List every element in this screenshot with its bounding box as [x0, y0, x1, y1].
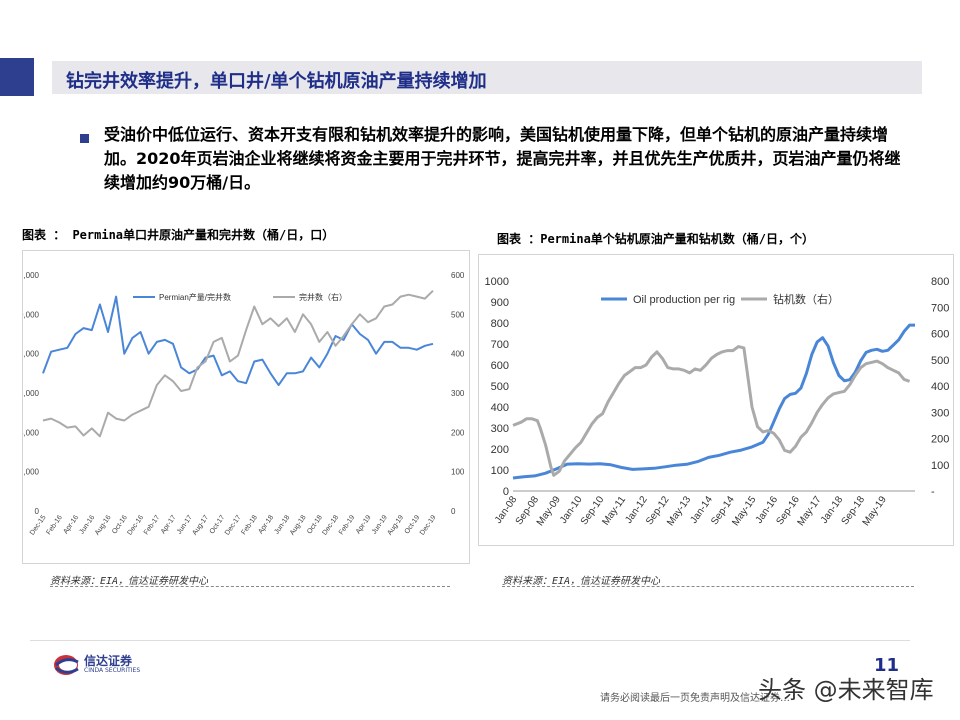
chart2-x-tick: May-17 [796, 494, 824, 528]
chart1-x-tick: Feb-16 [45, 514, 64, 536]
chart1-x-tick: Dec-18 [321, 514, 340, 537]
chart1-x-tick: Feb-19 [338, 514, 357, 536]
title-bar: 钻完井效率提升，单口井/单个钻机原油产量持续增加 [52, 61, 922, 94]
chart2-x-tick: May-13 [665, 494, 693, 528]
chart2-y-left-tick: 0 [503, 486, 509, 498]
chart1-y-left-tick: 6,000 [23, 389, 40, 398]
chart1-legend-label: Permian产量/完井数 [159, 292, 231, 302]
chart1-x-tick: Aug-17 [191, 514, 210, 537]
chart2-y-left-tick: 400 [491, 402, 509, 414]
chart1-y-left-tick: 8,000 [23, 350, 40, 359]
chart1-y-right-tick: 400 [451, 350, 465, 359]
chart1-source: 资料来源：EIA，信达证券研发中心 [50, 576, 209, 587]
chart1-x-tick: Feb-18 [240, 514, 259, 536]
chart1-x-tick: Aug-16 [94, 514, 113, 537]
footer-divider [30, 640, 910, 641]
chart2-svg: 0 100 200 300 400 500 600 700 800 900 1000 - 100 200 3… [485, 276, 950, 528]
chart2-y-right-tick: 400 [931, 381, 949, 393]
title-accent-block [0, 58, 34, 96]
chart1-caption: 图表 ： Permina单口井原油产量和完井数（桶/日，口） [22, 228, 335, 242]
bullet-square-icon [80, 134, 89, 143]
chart2-x-tick: May-11 [600, 494, 628, 527]
chart1-legend-label: 完井数（右） [299, 292, 347, 302]
chart2-y-left-tick: 800 [491, 318, 509, 330]
chart2-legend-label: Oil production per rig [633, 294, 735, 306]
logo-subtext: CINDA SECURITIES [84, 667, 141, 674]
chart1-x-tick: Dec-17 [224, 514, 243, 537]
chart1-y-right-tick: 600 [451, 271, 465, 280]
chart1-x-tick: Dec-19 [419, 514, 438, 537]
chart1-y-right-tick: 100 [451, 468, 465, 477]
chart1-x-tick: Feb-17 [143, 514, 162, 536]
chart1-box: 0 2,000 4,000 6,000 8,000 10,000 12,000 0 100 200… [15, 250, 470, 564]
chart1-series-secondary-line [42, 289, 434, 438]
chart2-caption: 图表 ：Permina单个钻机原油产量和钻机数（桶/日，个） [497, 232, 815, 246]
chart2-y-left-tick: 1000 [485, 276, 509, 288]
chart1-y-right-tick: 0 [451, 507, 456, 516]
chart1-series-primary-line [42, 295, 434, 387]
chart1-y-left-tick: 12,000 [23, 271, 40, 280]
chart1-y-left-tick: 0 [35, 507, 40, 516]
chart2-y-left-tick: 200 [491, 444, 509, 456]
page-number: 11 [874, 655, 900, 676]
logo-mark-icon [54, 655, 79, 675]
chart2-y-right-tick: 800 [931, 276, 949, 288]
logo-text: 信达证券 [84, 654, 133, 668]
chart1-svg: 0 2,000 4,000 6,000 8,000 10,000 12,000 0 100 200… [15, 271, 465, 537]
chart2-y-right-tick: 100 [931, 460, 949, 472]
watermark-text: 头条 @未来智库 [758, 676, 934, 704]
chart1-x-tick: Aug-18 [289, 514, 308, 537]
chart2-source-divider [502, 586, 914, 587]
chart1-x-tick: Dec-16 [126, 514, 145, 537]
chart2-y-right-tick: 500 [931, 355, 949, 367]
chart1-y-left-tick: 10,000 [23, 310, 40, 319]
chart2-y-right-tick: 700 [931, 302, 949, 314]
chart1-y-right-tick: 300 [451, 389, 465, 398]
chart2-series-secondary-line [512, 345, 911, 477]
intro-paragraph: 受油价中低位运行、资本开支有限和钻机效率提升的影响，美国钻机使用量下降，但单个钻… [104, 125, 901, 192]
chart2-legend-label: 钻机数（右） [773, 292, 839, 306]
chart2-y-right-tick: 600 [931, 329, 949, 341]
chart2-x-tick: May-09 [535, 494, 563, 528]
chart2-y-right-tick: 300 [931, 407, 949, 419]
chart2-x-tick: May-19 [861, 494, 889, 528]
chart2-x-tick: May-15 [730, 494, 758, 528]
chart2-y-left-tick: 300 [491, 423, 509, 435]
chart2-y-right-tick: 200 [931, 434, 949, 446]
chart2-y-left-tick: 500 [491, 381, 509, 393]
chart2-y-left-tick: 600 [491, 360, 509, 372]
chart2-box: 0 100 200 300 400 500 600 700 800 900 1000 - 100 200 3… [478, 254, 954, 546]
company-logo: 信达证券 CINDA SECURITIES [52, 652, 172, 678]
chart2-source: 资料来源：EIA，信达证券研发中心 [502, 576, 661, 587]
chart2-y-right-tick: - [931, 486, 935, 498]
chart1-x-tick: Dec-15 [29, 514, 48, 537]
chart1-source-divider [50, 586, 450, 587]
disclaimer-text: 请务必阅读最后一页免责声明及信达证券… [600, 693, 790, 704]
chart2-y-left-tick: 700 [491, 339, 509, 351]
chart1-y-left-tick: 4,000 [23, 428, 40, 437]
chart2-y-left-tick: 900 [491, 297, 509, 309]
chart2-y-left-tick: 100 [491, 465, 509, 477]
chart1-x-tick: Aug-19 [386, 514, 405, 537]
chart1-y-right-tick: 500 [451, 310, 465, 319]
chart1-y-right-tick: 200 [451, 428, 465, 437]
chart2-series-primary-line [512, 323, 915, 480]
page-title: 钻完井效率提升，单口井/单个钻机原油产量持续增加 [66, 71, 487, 92]
chart1-y-left-tick: 2,000 [23, 468, 40, 477]
